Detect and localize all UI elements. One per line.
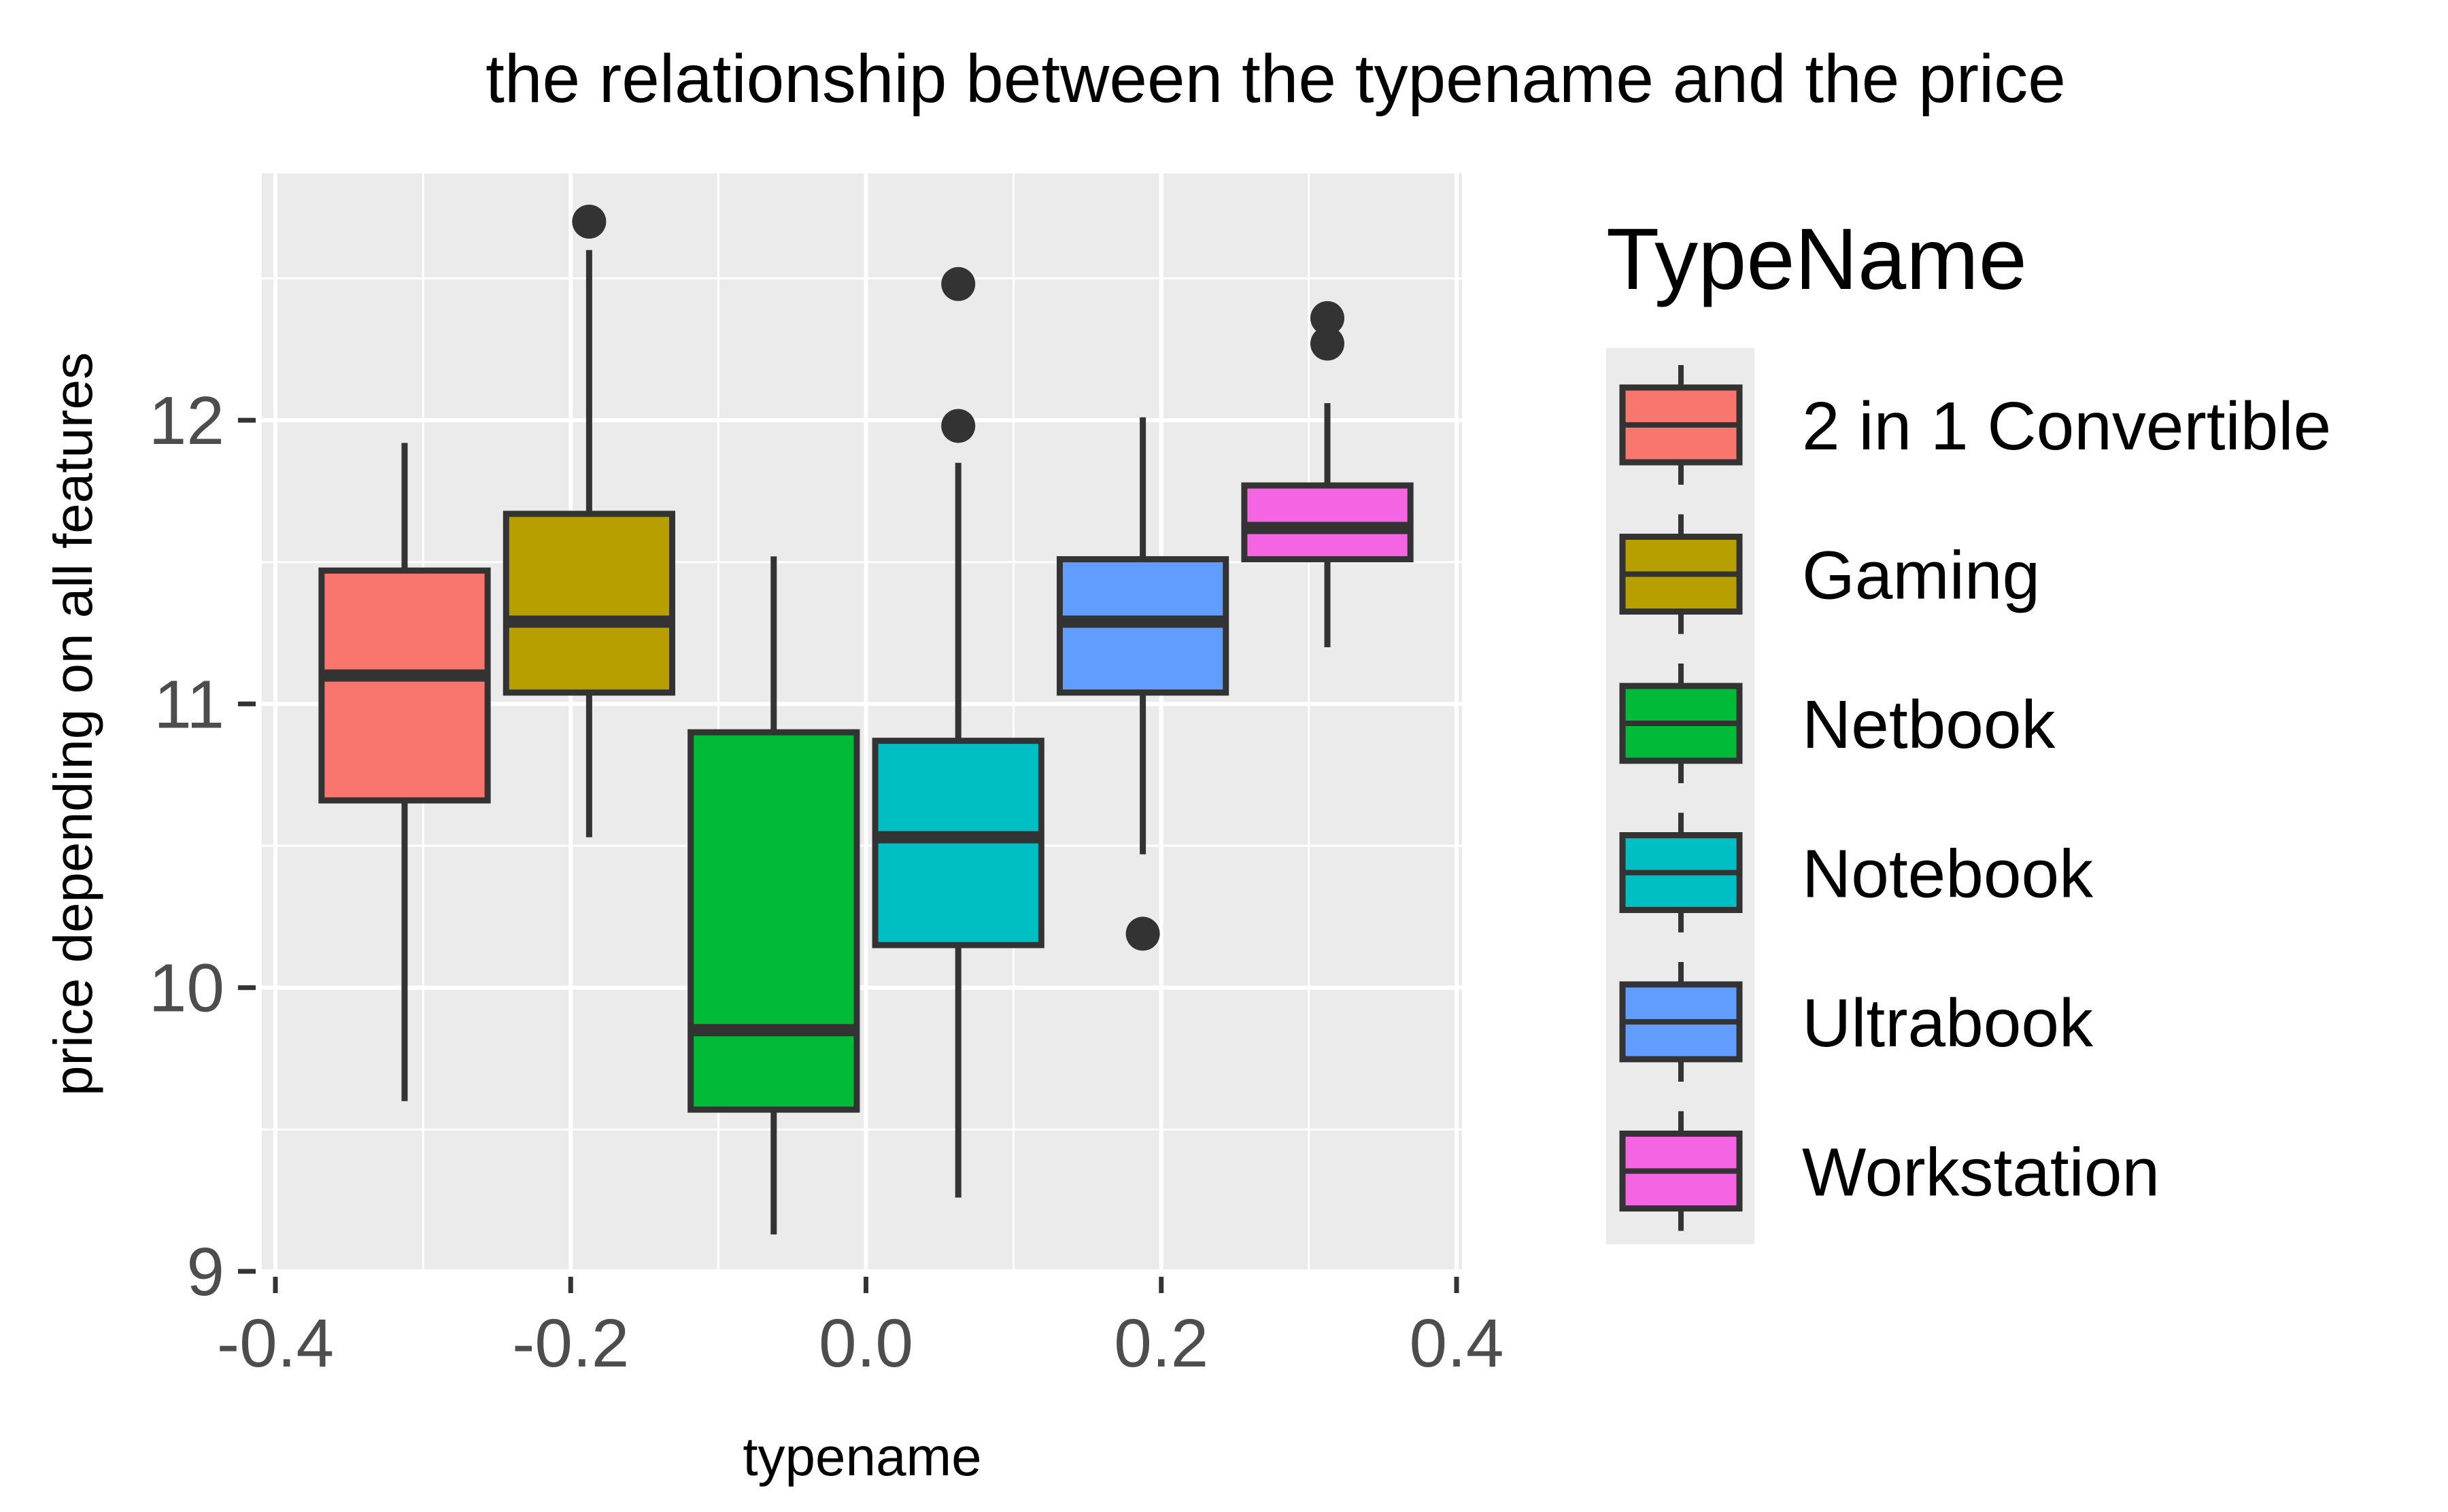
box [687, 729, 860, 1113]
boxplot-netbook [687, 556, 860, 1235]
outlier-point [1310, 326, 1345, 361]
y-axis-title: price depending on all features [43, 352, 103, 1096]
box [318, 567, 491, 804]
legend-label: Netbook [1802, 687, 2056, 763]
legend-item-workstation: Workstation [1619, 1111, 2160, 1231]
legend-key-background [1606, 348, 1754, 1244]
y-tick-label: 10 [149, 950, 224, 1027]
legend-title: TypeName [1606, 211, 2027, 308]
x-tick-label: -0.4 [217, 1305, 334, 1381]
outlier-point [572, 204, 607, 239]
grid-lines [262, 173, 1462, 1273]
legend: 2 in 1 Convertible Gaming Netbook Notebook U… [1606, 348, 2331, 1244]
legend-item-2-in-1-convertible: 2 in 1 Convertible [1619, 365, 2331, 485]
legend-item-netbook: Netbook [1619, 664, 2056, 783]
legend-label: Ultrabook [1802, 985, 2094, 1061]
legend-item-gaming: Gaming [1619, 514, 2040, 634]
boxplot-ultrabook [1056, 417, 1229, 951]
boxplot-gaming [503, 204, 676, 838]
box-series [318, 204, 1414, 1235]
x-tick-label: 0.4 [1409, 1305, 1503, 1381]
legend-label: Notebook [1802, 836, 2094, 912]
outlier-point [1310, 300, 1345, 335]
x-tick-label: -0.2 [512, 1305, 629, 1381]
legend-label: 2 in 1 Convertible [1802, 388, 2331, 464]
boxplot-workstation [1241, 300, 1414, 647]
y-tick-label: 9 [186, 1234, 224, 1310]
outlier-point [1125, 916, 1160, 951]
y-tick-label: 11 [154, 666, 224, 742]
legend-label: Gaming [1802, 538, 2040, 614]
outlier-point [941, 409, 976, 443]
legend-item-notebook: Notebook [1619, 812, 2094, 933]
legend-label: Workstation [1802, 1135, 2160, 1211]
x-tick-label: 0.2 [1114, 1305, 1208, 1381]
x-tick-label: 0.0 [819, 1305, 913, 1381]
x-axis-title: typename [743, 1426, 981, 1487]
outlier-point [941, 267, 976, 301]
boxplot-notebook [872, 267, 1044, 1198]
chart-title: the relationship between the typename an… [486, 41, 2066, 117]
axes: -0.4 -0.2 0.0 0.2 0.4 9 10 11 12 [149, 383, 1504, 1381]
boxplot-2-in-1-convertible [318, 443, 491, 1101]
legend-item-ultrabook: Ultrabook [1619, 962, 2094, 1082]
y-tick-label: 12 [149, 383, 224, 459]
box [503, 511, 676, 696]
